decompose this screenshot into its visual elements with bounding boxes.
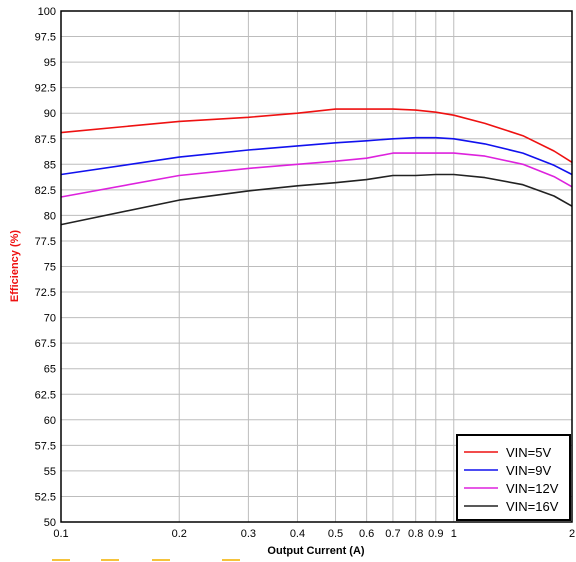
y-tick-labels: 50 52.5 55 57.5 60 62.5 65 67.5 70 72.5 75 77.5 80 82…: [35, 6, 56, 529]
y-tick-label: 65: [44, 364, 56, 376]
series-line-vin-5v: [60, 108, 573, 163]
x-tick-label: 0.9: [428, 528, 443, 540]
y-tick-label: 62.5: [35, 389, 56, 401]
x-tick-label: 0.2: [172, 528, 187, 540]
legend: VIN=5V VIN=9V VIN=12V VIN=16V: [456, 434, 571, 521]
y-tick-label: 97.5: [35, 32, 56, 44]
y-tick-label: 85: [44, 159, 56, 171]
x-tick-label: 2: [569, 528, 575, 540]
y-tick-label: 82.5: [35, 185, 56, 197]
x-axis-title: Output Current (A): [267, 545, 364, 557]
footer-mark: [222, 559, 240, 561]
legend-label: VIN=5V: [506, 445, 551, 460]
grid-lines: [60, 10, 573, 523]
x-tick-label: 0.8: [408, 528, 423, 540]
series-line-vin-16v: [60, 173, 573, 226]
legend-label: VIN=16V: [506, 499, 559, 514]
y-tick-label: 80: [44, 210, 56, 222]
footer-decorative-marks: [52, 559, 240, 561]
x-tick-label: 1: [451, 528, 457, 540]
y-tick-label: 77.5: [35, 236, 56, 248]
y-axis-title: Efficiency (%): [9, 230, 21, 302]
x-tick-label: 0.1: [53, 528, 68, 540]
legend-items: VIN=5V VIN=9V VIN=12V VIN=16V: [464, 445, 559, 514]
y-tick-label: 52.5: [35, 491, 56, 503]
y-tick-label: 67.5: [35, 338, 56, 350]
legend-label: VIN=12V: [506, 481, 559, 496]
y-tick-label: 60: [44, 415, 56, 427]
y-tick-label: 95: [44, 57, 56, 69]
y-tick-label: 92.5: [35, 83, 56, 95]
x-tick-label: 0.7: [385, 528, 400, 540]
series-lines: [60, 108, 573, 226]
y-tick-label: 75: [44, 262, 56, 274]
footer-mark: [101, 559, 119, 561]
y-tick-label: 57.5: [35, 440, 56, 452]
y-tick-label: 72.5: [35, 287, 56, 299]
x-tick-label: 0.4: [290, 528, 305, 540]
x-tick-label: 0.6: [359, 528, 374, 540]
plot-area-frame: [60, 10, 573, 523]
series-line-vin-12v: [60, 152, 573, 198]
y-tick-label: 55: [44, 466, 56, 478]
footer-mark: [152, 559, 170, 561]
y-tick-label: 100: [38, 6, 56, 18]
y-tick-label: 50: [44, 517, 56, 529]
footer-mark: [52, 559, 70, 561]
y-tick-label: 87.5: [35, 134, 56, 146]
series-line-vin-9v: [60, 136, 573, 176]
legend-label: VIN=9V: [506, 463, 551, 478]
x-tick-labels: 0.1 0.2 0.3 0.4 0.5 0.6 0.7 0.8 0.9 1 2: [53, 528, 575, 540]
x-tick-label: 0.3: [241, 528, 256, 540]
y-tick-label: 70: [44, 313, 56, 325]
y-tick-label: 90: [44, 108, 56, 120]
x-tick-label: 0.5: [328, 528, 343, 540]
